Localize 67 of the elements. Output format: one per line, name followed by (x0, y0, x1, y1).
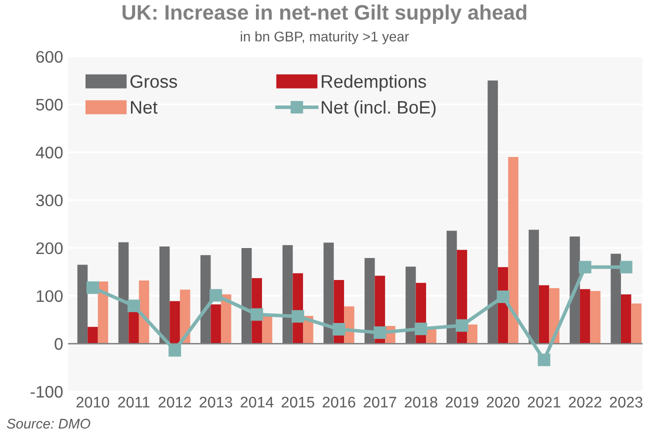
x-tick-label: 2021 (528, 396, 560, 408)
y-tick-label: 0 (54, 338, 63, 350)
x-tick-label: 2016 (322, 396, 356, 408)
x-tick-label: 2018 (404, 396, 438, 408)
point (168, 344, 182, 357)
chart-title: UK: Increase in net-net Gilt supply ahead (122, 4, 526, 24)
x-tick-label: 2010 (76, 396, 110, 408)
bar (488, 80, 498, 344)
bar (590, 291, 600, 344)
point (374, 326, 386, 339)
y-tick-label: 200 (36, 242, 63, 254)
x-tick-label: 2015 (282, 396, 314, 408)
point (250, 308, 264, 321)
bar (446, 230, 457, 344)
bar (467, 324, 478, 344)
bar (88, 326, 98, 344)
legend-label: Net (131, 101, 158, 114)
point (128, 300, 140, 312)
point (332, 323, 346, 336)
bar (241, 248, 252, 344)
point (496, 290, 510, 304)
bar (406, 266, 416, 344)
point (538, 354, 550, 366)
x-tick-label: 2014 (240, 396, 274, 408)
point (456, 319, 468, 332)
x-tick-label: 2020 (486, 396, 520, 408)
point (86, 281, 100, 294)
x-tick-label: 2019 (446, 396, 478, 408)
source-note: Source: DMO (6, 418, 90, 429)
x-tick-label: 2013 (200, 396, 232, 408)
y-tick-label: 600 (36, 50, 63, 63)
bar (620, 294, 632, 344)
point (292, 310, 304, 323)
bar (282, 245, 293, 344)
bar (210, 304, 221, 344)
bar (580, 289, 590, 344)
point (578, 260, 592, 274)
point (620, 260, 632, 274)
bar (128, 311, 139, 344)
point (210, 289, 222, 302)
y-tick-label: 500 (36, 98, 63, 111)
bar (324, 242, 334, 344)
y-tick-label: 400 (36, 146, 63, 158)
x-tick-label: 2011 (118, 396, 150, 408)
legend-label: Gross (130, 75, 178, 88)
y-tick-label: 300 (36, 194, 63, 206)
point (414, 322, 428, 336)
x-tick-label: 2012 (158, 396, 192, 408)
bar (610, 254, 621, 344)
bar (170, 301, 180, 344)
x-tick-label: 2022 (568, 396, 602, 408)
bar (508, 157, 518, 344)
bar (118, 242, 129, 344)
x-tick-label: 2023 (610, 396, 642, 408)
x-tick-label: 2017 (364, 396, 396, 408)
chart-subtitle: in bn GBP, maturity >1 year (240, 31, 409, 44)
y-tick-label: -100 (30, 386, 63, 398)
bar (159, 246, 170, 344)
bar (538, 285, 550, 344)
bar (364, 258, 375, 344)
bar (77, 264, 88, 344)
bar (528, 230, 539, 344)
bar (631, 303, 642, 344)
bar (570, 236, 580, 344)
legend-label: Net (incl. BoE) (322, 100, 436, 118)
legend-label: Redemptions (322, 74, 426, 92)
y-tick-label: 100 (36, 290, 63, 302)
